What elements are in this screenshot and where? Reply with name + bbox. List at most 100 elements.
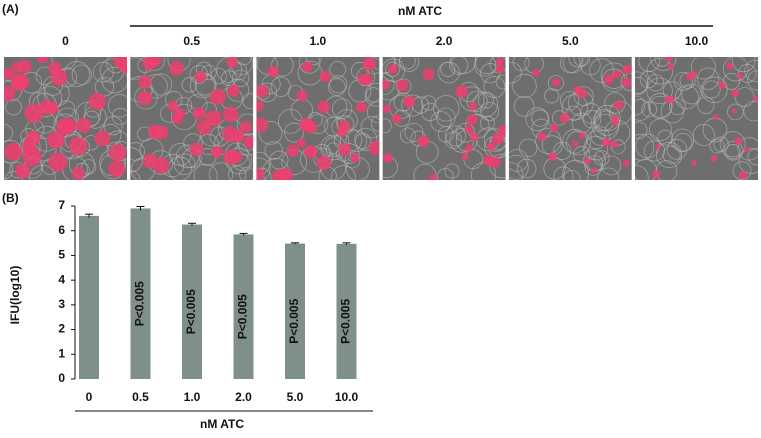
inclusion: [137, 90, 152, 106]
inclusion: [272, 169, 287, 180]
inclusion: [319, 70, 331, 83]
cell: [189, 65, 209, 84]
cell: [649, 118, 672, 142]
cell: [236, 113, 254, 136]
cell: [590, 126, 610, 146]
inclusion: [731, 108, 737, 114]
cell: [365, 87, 380, 103]
cell: [673, 71, 693, 91]
y-tick-label: 0: [58, 371, 65, 385]
column-label: 1.0: [310, 34, 327, 48]
cell: [354, 127, 378, 151]
inclusion: [108, 160, 125, 178]
cell: [111, 107, 127, 125]
inclusion: [4, 85, 15, 102]
cell: [744, 59, 758, 82]
y-tick-label: 3: [58, 297, 65, 311]
cell: [71, 64, 92, 85]
inclusion: [583, 157, 591, 165]
inclusion: [355, 101, 367, 113]
y-tick-label: 4: [58, 272, 65, 286]
x-tick-label: 1.0: [184, 390, 201, 404]
cell: [553, 141, 572, 161]
inclusion: [231, 129, 245, 143]
inclusion: [537, 132, 547, 142]
cell: [364, 82, 380, 107]
panel-label: (A): [2, 2, 19, 16]
cell: [518, 138, 538, 158]
inclusion: [391, 113, 402, 124]
cell: [370, 115, 380, 132]
inclusion: [613, 100, 624, 110]
cell: [284, 122, 304, 143]
inclusion: [655, 144, 661, 150]
cell: [4, 161, 14, 180]
cell: [4, 79, 22, 102]
cell: [583, 135, 609, 161]
inclusion: [56, 118, 74, 136]
cell: [679, 72, 696, 89]
cell: [635, 71, 649, 94]
cell: [594, 150, 610, 166]
cell: [173, 153, 196, 176]
cell: [444, 163, 460, 179]
annotation: P<0.005: [133, 281, 147, 326]
cell: [339, 128, 363, 152]
cell: [385, 61, 401, 77]
cell: [130, 147, 144, 173]
cell: [692, 123, 715, 147]
inclusion: [194, 71, 207, 83]
inclusion: [578, 132, 586, 139]
cell: [103, 116, 123, 136]
cell: [559, 90, 580, 111]
cell: [531, 109, 549, 127]
micrograph: [4, 57, 127, 180]
inclusion: [88, 92, 106, 111]
inclusion: [48, 152, 68, 172]
cell: [573, 146, 591, 164]
cell: [421, 95, 437, 111]
micrograph: [635, 57, 758, 180]
inclusion: [37, 57, 49, 64]
cell: [709, 138, 725, 154]
inclusion: [388, 64, 398, 74]
micrograph: [256, 57, 380, 180]
cell: [690, 57, 716, 80]
cell: [525, 107, 550, 131]
inclusion: [495, 64, 505, 74]
cell: [662, 145, 681, 164]
inclusion: [726, 62, 734, 70]
bar: [130, 208, 151, 379]
inclusion: [531, 68, 540, 77]
cell: [459, 86, 485, 112]
inclusion: [461, 152, 469, 161]
inclusion: [118, 59, 127, 74]
inclusion: [316, 155, 331, 171]
cell: [239, 166, 254, 180]
cell: [610, 139, 626, 155]
inclusion: [718, 81, 726, 89]
cell: [670, 128, 695, 153]
cell: [732, 161, 752, 180]
inclusion: [239, 120, 252, 134]
cell: [747, 148, 758, 166]
cell: [101, 66, 127, 94]
inclusion: [167, 100, 179, 112]
inclusion: [210, 145, 223, 158]
inclusion: [737, 73, 743, 80]
panel-label: (B): [2, 191, 19, 205]
cell: [674, 85, 699, 110]
cell: [646, 77, 673, 105]
cell: [235, 57, 252, 66]
cell: [594, 110, 620, 136]
cell: [512, 73, 537, 99]
cell: [360, 116, 380, 139]
inclusion: [189, 142, 204, 157]
inclusion: [68, 136, 88, 156]
inclusion: [576, 88, 587, 99]
cell: [495, 74, 506, 90]
inclusion: [256, 117, 268, 133]
cell: [330, 165, 356, 180]
cell: [208, 162, 234, 180]
cell: [635, 165, 649, 180]
